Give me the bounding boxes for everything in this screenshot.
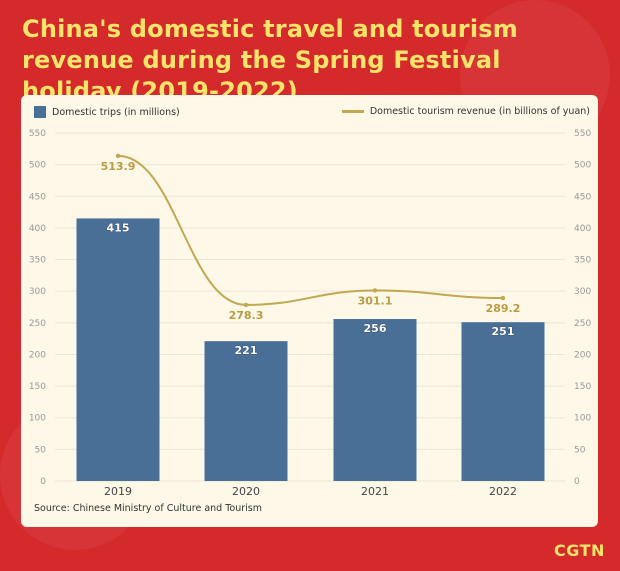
revenue-point-2019 [115,153,121,159]
y2-tick-label: 150 [574,382,591,392]
y2-tick-label: 350 [574,256,591,266]
x-tick-label: 2021 [361,485,389,498]
bar-2022 [461,322,545,481]
bar-value-label: 251 [492,325,515,338]
y2-tick-label: 400 [574,224,591,234]
y-tick-label: 150 [29,382,46,392]
y2-tick-label: 550 [574,129,591,139]
bar-2020 [204,341,288,481]
bar-value-label: 415 [107,221,130,234]
line-value-label: 513.9 [101,160,136,173]
y-tick-label: 200 [29,350,46,360]
cgtn-logo: CGTN [554,541,605,560]
y2-tick-label: 500 [574,161,591,171]
legend-bar: Domestic trips (in millions) [34,106,180,118]
y-tick-label: 350 [29,256,46,266]
y2-tick-label: 300 [574,287,591,297]
y-tick-label: 100 [29,414,46,424]
revenue-point-2020 [243,302,249,308]
y-tick-label: 550 [29,129,46,139]
y-tick-label: 400 [29,224,46,234]
y-tick-label: 250 [29,319,46,329]
y2-tick-label: 250 [574,319,591,329]
bar-value-label: 221 [235,344,258,357]
revenue-point-2021 [372,288,378,293]
y-tick-label: 300 [29,287,46,297]
y2-tick-label: 200 [574,350,591,360]
x-tick-label: 2019 [104,485,132,498]
y2-tick-label: 50 [574,445,586,455]
y2-tick-label: 100 [574,414,591,424]
revenue-line [117,154,504,306]
y-tick-label: 0 [40,477,46,487]
revenue-point-2022 [500,295,506,301]
y2-tick-label: 450 [574,192,591,202]
y-tick-label: 450 [29,192,46,202]
bar-value-label: 256 [364,322,387,335]
bar-2019 [76,218,160,481]
line-value-label: 278.3 [229,309,264,322]
legend-line-label: Domestic tourism revenue (in billions of… [369,106,590,117]
legend-line: Domestic tourism revenue (in billions of… [341,106,590,117]
line-value-label: 301.1 [358,294,393,307]
x-tick-label: 2020 [232,485,260,498]
bar-2021 [333,319,417,481]
legend-bar-label: Domestic trips (in millions) [52,106,180,118]
y2-tick-label: 0 [574,477,580,487]
y-tick-label: 50 [35,445,47,455]
x-tick-label: 2022 [489,485,517,498]
line-value-label: 289.2 [486,302,521,315]
y-tick-label: 500 [29,161,46,171]
legend-bar-swatch [34,106,46,118]
legend-line-swatch [341,110,364,113]
source-note: Source: Chinese Ministry of Culture and … [34,503,262,514]
